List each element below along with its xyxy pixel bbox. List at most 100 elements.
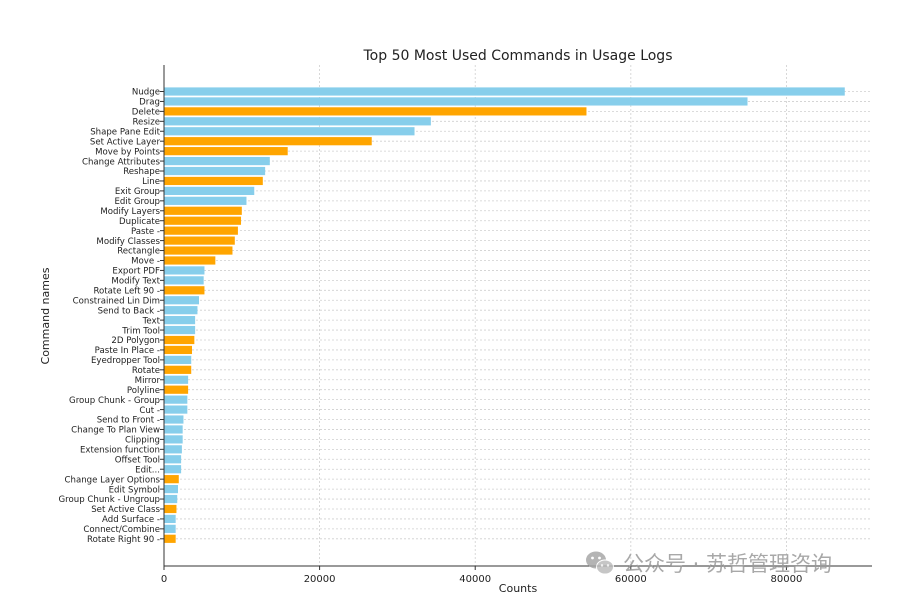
x-tick-label: 20000: [304, 574, 336, 585]
bar: [164, 385, 189, 394]
y-tick-label: Add Surface -: [102, 515, 160, 525]
bar: [164, 286, 205, 295]
bar: [164, 524, 176, 533]
y-tick-label: Reshape: [123, 167, 160, 177]
y-tick-label: Group Chunk - Ungroup: [59, 495, 160, 505]
bar: [164, 494, 178, 504]
bar: [164, 415, 184, 424]
bar: [164, 276, 204, 285]
x-tick-label: 0: [161, 574, 167, 585]
x-tick-label: 40000: [459, 574, 491, 585]
bar: [164, 365, 192, 374]
bar: [164, 97, 748, 106]
y-tick-label: Paste -: [131, 227, 160, 237]
y-tick-label: Shape Pane Edit: [90, 127, 160, 137]
bar: [164, 514, 176, 524]
y-tick-label: Set Active Class: [91, 505, 160, 515]
y-tick-label: 2D Polygon: [111, 336, 160, 346]
y-tick-label: Modify Layers: [100, 207, 160, 217]
y-tick-label: Resize: [132, 118, 160, 128]
y-tick-label: Connect/Combine: [83, 525, 160, 535]
y-tick-label: Offset Tool: [115, 455, 160, 465]
bar: [164, 485, 179, 494]
y-tick-label: Send to Back -: [98, 306, 160, 316]
bar: [164, 345, 193, 355]
bar: [164, 236, 235, 245]
bar: [164, 335, 195, 345]
bar: [164, 137, 372, 146]
bar: [164, 395, 188, 404]
bar: [164, 475, 179, 484]
y-axis-label: Command names: [39, 267, 52, 364]
bar: [164, 226, 238, 235]
bar: [164, 196, 247, 205]
x-tick-labels: 0 20000 40000 60000 80000: [161, 566, 802, 585]
bar: [164, 405, 188, 414]
bar: [164, 206, 242, 215]
y-tick-label: Edit...: [135, 465, 160, 475]
bar: [164, 325, 196, 335]
bar: [164, 87, 845, 96]
chart-title: Top 50 Most Used Commands in Usage Logs: [363, 48, 673, 64]
bar: [164, 256, 216, 265]
y-tick-label: Extension function: [80, 446, 160, 456]
y-tick-label: Edit Symbol: [109, 485, 160, 495]
y-tick-label: Export PDF: [112, 267, 160, 277]
y-tick-label: Trim Tool: [121, 326, 160, 336]
bar: [164, 147, 288, 156]
bar: [164, 176, 263, 186]
y-tick-label: Group Chunk - Group: [69, 396, 160, 406]
y-tick-label: Rotate: [132, 366, 160, 376]
bar: [164, 534, 176, 543]
y-tick-label: Move by Points: [95, 147, 160, 157]
bar: [164, 186, 255, 195]
bar: [164, 504, 177, 514]
bar: [164, 216, 242, 225]
y-tick-label: Edit Group: [114, 197, 160, 207]
wechat-icon: [585, 550, 615, 576]
y-tick-label: Paste In Place -: [95, 346, 160, 356]
watermark: 公众号 · 苏哲管理咨询: [585, 547, 832, 579]
y-tick-label: Move -: [131, 257, 160, 267]
y-tick-label: Modify Text: [111, 277, 160, 287]
bar: [164, 465, 182, 474]
bar: [164, 375, 189, 384]
y-tick-label: Rectangle: [117, 247, 160, 257]
bar: [164, 246, 233, 255]
y-tick-label: Nudge: [132, 88, 160, 98]
y-tick-label: Change To Plan View: [71, 426, 160, 436]
bars: [164, 87, 845, 543]
y-tick-label: Rotate Right 90 -: [87, 535, 160, 545]
bar: [164, 306, 198, 315]
y-tick-label: Change Attributes: [82, 157, 161, 167]
y-tick-label: Delete: [132, 108, 160, 118]
y-tick-label: Duplicate: [119, 217, 160, 227]
y-tick-label: Send to Front -: [97, 416, 160, 426]
y-tick-label: Polyline: [127, 386, 160, 396]
y-tick-label: Set Active Layer: [90, 137, 161, 147]
gridlines: [163, 65, 872, 566]
y-tick-label: Exit Group: [115, 187, 160, 197]
y-tick-label: Modify Classes: [96, 237, 160, 247]
bar: [164, 445, 182, 454]
bar: [164, 117, 431, 126]
bar: [164, 435, 183, 444]
bar: [164, 266, 205, 275]
bar: [164, 296, 200, 305]
bar: [164, 316, 196, 325]
y-tick-label: Eyedropper Tool: [91, 356, 160, 366]
bar: [164, 425, 183, 434]
bar: [164, 166, 266, 176]
y-tick-label: Drag: [139, 98, 160, 108]
x-axis-label: Counts: [499, 582, 538, 595]
y-tick-label: Mirror: [135, 376, 161, 386]
bar: [164, 127, 415, 136]
bar: [164, 107, 587, 116]
y-tick-label: Change Layer Options: [65, 475, 161, 485]
y-tick-label: Constrained Lin Dim: [73, 296, 160, 306]
watermark-text: 公众号 · 苏哲管理咨询: [623, 552, 833, 576]
x-tick-label: 60000: [615, 574, 647, 585]
y-tick-label: Rotate Left 90 -: [93, 287, 160, 297]
y-tick-label: Cut -: [139, 406, 160, 416]
